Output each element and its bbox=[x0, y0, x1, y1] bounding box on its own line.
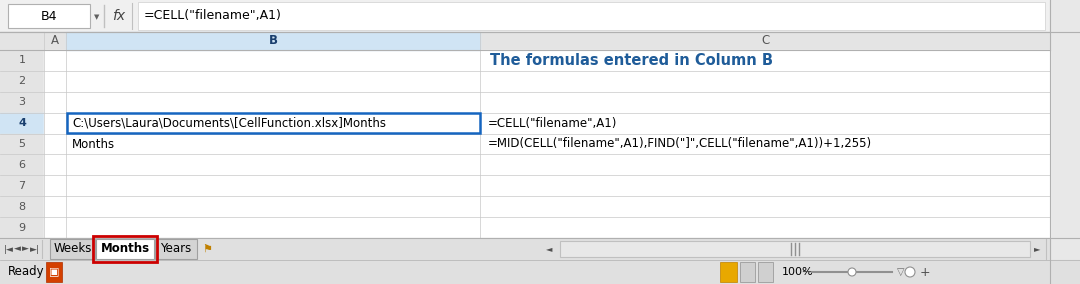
Bar bbox=[44, 133, 1050, 154]
Bar bbox=[0, 113, 44, 133]
Circle shape bbox=[905, 267, 915, 277]
Text: Years: Years bbox=[160, 243, 191, 256]
Text: ►: ► bbox=[1034, 245, 1040, 254]
Text: C: C bbox=[761, 34, 769, 47]
Bar bbox=[44, 196, 1050, 217]
Text: Weeks: Weeks bbox=[53, 243, 92, 256]
Text: C:\Users\Laura\Documents\[CellFunction.xlsx]Months: C:\Users\Laura\Documents\[CellFunction.x… bbox=[72, 117, 386, 130]
Text: The formulas entered in Column B: The formulas entered in Column B bbox=[490, 53, 773, 68]
Text: 2: 2 bbox=[18, 76, 26, 86]
Text: 3: 3 bbox=[18, 97, 26, 107]
Text: ▽: ▽ bbox=[897, 267, 905, 277]
Text: ⚑: ⚑ bbox=[202, 244, 212, 254]
Bar bbox=[0, 217, 44, 238]
Text: 4: 4 bbox=[18, 118, 26, 128]
Text: Ready: Ready bbox=[8, 266, 44, 279]
Bar bbox=[0, 238, 1050, 260]
Bar bbox=[67, 113, 480, 133]
Bar bbox=[0, 32, 1050, 50]
Text: A: A bbox=[51, 34, 59, 47]
Bar bbox=[138, 2, 1045, 30]
Text: Months: Months bbox=[72, 137, 116, 151]
Bar bbox=[0, 196, 44, 217]
Text: 5: 5 bbox=[18, 139, 26, 149]
Text: 7: 7 bbox=[18, 181, 26, 191]
Bar bbox=[720, 262, 737, 282]
Bar bbox=[561, 241, 1030, 257]
Bar bbox=[50, 239, 95, 259]
Text: ▼: ▼ bbox=[94, 14, 99, 20]
Bar bbox=[0, 50, 44, 71]
Text: ►: ► bbox=[22, 245, 29, 254]
Bar bbox=[44, 71, 1050, 92]
Text: +: + bbox=[920, 266, 931, 279]
Bar bbox=[44, 217, 1050, 238]
Text: ◄: ◄ bbox=[546, 245, 553, 254]
Text: ─: ─ bbox=[802, 266, 810, 279]
Bar bbox=[44, 175, 1050, 196]
Text: Months: Months bbox=[100, 243, 149, 256]
Text: B4: B4 bbox=[41, 9, 57, 22]
Text: =CELL("filename",A1): =CELL("filename",A1) bbox=[144, 9, 282, 22]
Bar bbox=[93, 236, 157, 262]
Bar bbox=[0, 71, 44, 92]
Text: ►|: ►| bbox=[30, 245, 40, 254]
Bar bbox=[0, 32, 44, 50]
Text: ▣: ▣ bbox=[49, 267, 59, 277]
Bar bbox=[0, 133, 44, 154]
Bar bbox=[66, 32, 480, 50]
Bar bbox=[44, 154, 1050, 175]
Circle shape bbox=[848, 268, 856, 276]
Text: 1: 1 bbox=[18, 55, 26, 65]
Text: 100%: 100% bbox=[782, 267, 813, 277]
Bar bbox=[44, 92, 1050, 113]
Bar bbox=[8, 4, 90, 28]
Bar bbox=[758, 262, 773, 282]
Text: ◄: ◄ bbox=[14, 245, 21, 254]
Text: 8: 8 bbox=[18, 202, 26, 212]
Text: fx: fx bbox=[112, 9, 125, 23]
Bar bbox=[740, 262, 755, 282]
Bar bbox=[46, 262, 62, 282]
Bar bbox=[0, 175, 44, 196]
Bar bbox=[0, 92, 44, 113]
Bar bbox=[0, 154, 44, 175]
Text: 9: 9 bbox=[18, 223, 26, 233]
Text: =MID(CELL("filename",A1),FIND("]",CELL("filename",A1))+1,255): =MID(CELL("filename",A1),FIND("]",CELL("… bbox=[488, 137, 873, 151]
Text: 6: 6 bbox=[18, 160, 26, 170]
Bar bbox=[0, 50, 1050, 238]
Bar bbox=[44, 50, 1050, 71]
Text: =CELL("filename",A1): =CELL("filename",A1) bbox=[488, 117, 618, 130]
Bar bbox=[0, 260, 1080, 284]
Bar bbox=[44, 113, 1050, 133]
Bar bbox=[96, 239, 154, 259]
Bar bbox=[156, 239, 197, 259]
Bar bbox=[1050, 0, 1080, 284]
Text: |◄: |◄ bbox=[4, 245, 14, 254]
Text: B: B bbox=[269, 34, 278, 47]
Bar bbox=[0, 0, 1080, 32]
